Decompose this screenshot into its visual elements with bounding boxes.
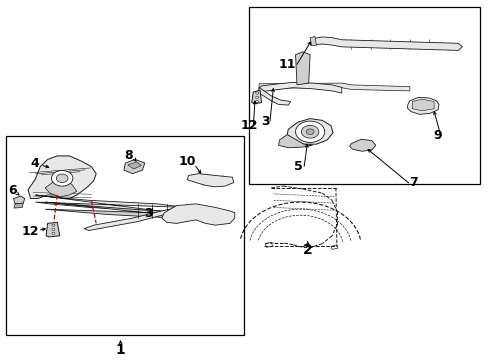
Bar	[6, 136, 244, 335]
Text: 5: 5	[293, 161, 302, 174]
Polygon shape	[84, 209, 176, 230]
Polygon shape	[295, 52, 309, 85]
Text: 2: 2	[302, 243, 312, 257]
Polygon shape	[259, 83, 409, 91]
Text: 3: 3	[261, 115, 269, 128]
Text: 12: 12	[240, 119, 258, 132]
Text: 11: 11	[278, 58, 295, 71]
Polygon shape	[259, 82, 341, 93]
Polygon shape	[309, 37, 316, 46]
Polygon shape	[123, 159, 144, 174]
Text: 4: 4	[30, 157, 39, 170]
Polygon shape	[14, 196, 25, 204]
Bar	[249, 7, 479, 184]
Text: 10: 10	[178, 156, 196, 168]
Polygon shape	[46, 222, 60, 237]
Polygon shape	[45, 202, 229, 222]
Text: 1: 1	[115, 343, 125, 357]
Polygon shape	[259, 87, 290, 105]
Polygon shape	[407, 97, 438, 114]
Text: 8: 8	[124, 149, 133, 162]
Polygon shape	[28, 156, 96, 198]
Circle shape	[52, 224, 55, 226]
Polygon shape	[187, 174, 233, 187]
Circle shape	[301, 125, 318, 138]
Circle shape	[52, 228, 55, 230]
Text: 9: 9	[433, 129, 442, 142]
Circle shape	[255, 96, 258, 98]
Circle shape	[51, 171, 73, 186]
Circle shape	[305, 129, 313, 135]
Polygon shape	[162, 204, 234, 225]
Circle shape	[295, 121, 324, 143]
Polygon shape	[278, 135, 312, 148]
Polygon shape	[312, 37, 461, 50]
Polygon shape	[287, 118, 332, 144]
Circle shape	[52, 232, 55, 234]
Polygon shape	[45, 181, 77, 197]
Text: 6: 6	[8, 184, 17, 197]
Circle shape	[255, 92, 258, 94]
Text: 3: 3	[143, 207, 152, 220]
Polygon shape	[411, 99, 433, 111]
Circle shape	[56, 174, 68, 183]
Polygon shape	[14, 203, 23, 208]
Circle shape	[255, 100, 258, 103]
Polygon shape	[127, 162, 141, 169]
Polygon shape	[251, 90, 261, 104]
Text: 12: 12	[22, 225, 39, 238]
Text: 7: 7	[408, 176, 417, 189]
Polygon shape	[35, 195, 186, 215]
Polygon shape	[349, 139, 375, 151]
